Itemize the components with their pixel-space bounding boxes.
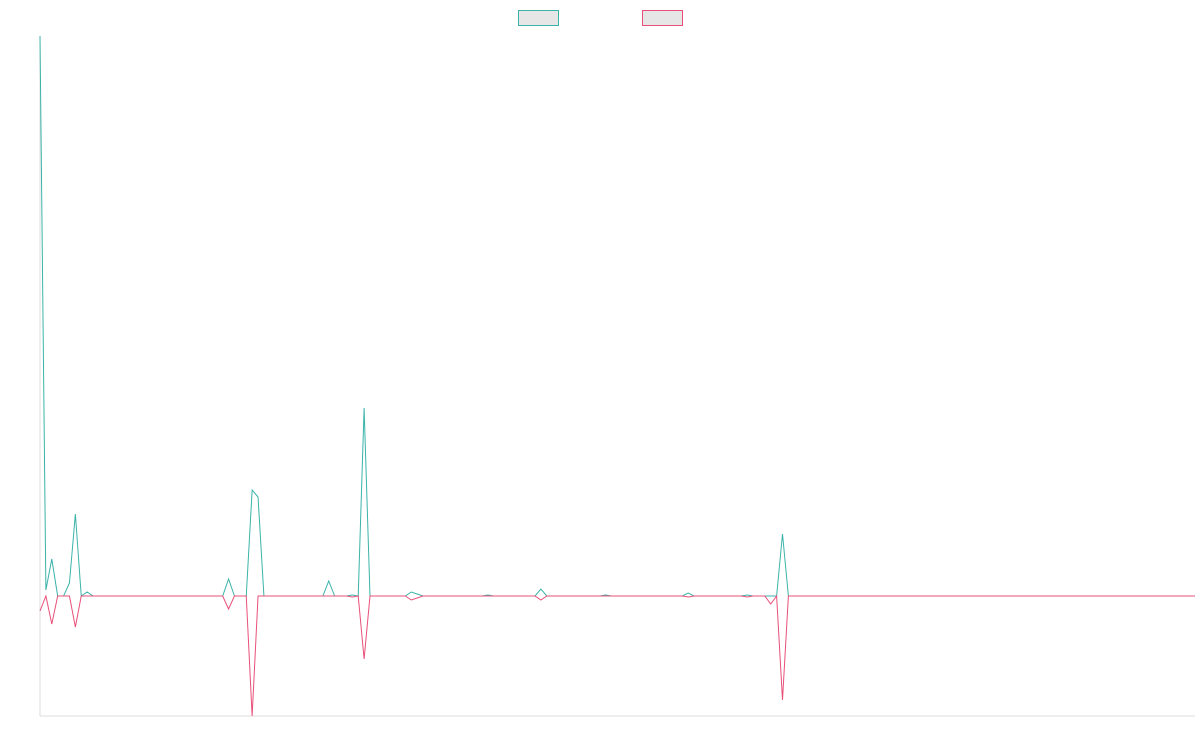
line-series (39, 594, 1195, 717)
legend-swatch (518, 10, 559, 26)
line-series (39, 35, 1195, 597)
legend-swatch (642, 10, 683, 26)
